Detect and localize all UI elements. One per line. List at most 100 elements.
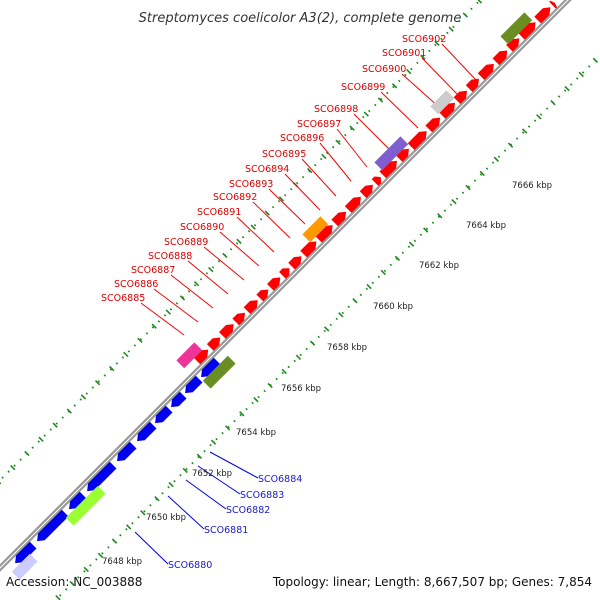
label-leader (401, 73, 441, 109)
gene-label-top[interactable]: SCO6889 (164, 237, 208, 248)
gene-label-top[interactable]: SCO6888 (148, 251, 192, 262)
guide-tick (239, 411, 245, 417)
gene-label-top[interactable]: SCO6895 (262, 149, 306, 160)
reverse-gene-arrow[interactable] (117, 441, 137, 462)
gene-label-bottom[interactable]: SCO6883 (240, 490, 284, 501)
lavender-feature[interactable] (11, 553, 38, 580)
gene-label-top[interactable]: SCO6902 (402, 34, 446, 45)
gene-label-top[interactable]: SCO6887 (131, 265, 175, 276)
guide-tick (278, 196, 285, 202)
forward-gene-arrow[interactable] (379, 160, 398, 179)
guide-tick (462, 12, 468, 18)
guide-tick (179, 295, 186, 301)
forward-gene-arrow[interactable] (243, 300, 258, 314)
gene-label-top[interactable]: SCO6894 (245, 164, 289, 175)
forward-gene-arrow[interactable] (267, 277, 281, 291)
forward-gene-arrow[interactable] (206, 337, 221, 351)
guide-tick (264, 210, 270, 216)
guide-tick (335, 139, 341, 146)
label-leader (185, 479, 227, 510)
reverse-gene-arrow[interactable] (137, 421, 157, 442)
gene-label-top[interactable]: SCO6892 (213, 192, 257, 203)
forward-gene-arrow[interactable] (279, 268, 290, 279)
guide-tick (363, 111, 369, 117)
forward-gene-arrow[interactable] (193, 349, 209, 365)
guide-tick (66, 408, 72, 414)
orange-feature[interactable] (302, 216, 329, 243)
genome-axis (0, 0, 572, 572)
gene-label-top[interactable]: SCO6901 (382, 48, 426, 59)
gene-label-top[interactable]: SCO6885 (101, 293, 145, 304)
reverse-gene-arrow[interactable] (15, 541, 37, 564)
forward-gene-arrow[interactable] (549, 0, 558, 9)
olive-feature-bottom[interactable] (202, 355, 236, 389)
label-leader (153, 288, 199, 323)
forward-gene-arrow[interactable] (315, 225, 333, 243)
guide-tick (536, 114, 542, 120)
gene-label-bottom[interactable]: SCO6882 (226, 505, 270, 516)
forward-gene-arrow[interactable] (534, 7, 551, 24)
purple-feature[interactable] (374, 136, 409, 171)
forward-gene-arrow[interactable] (359, 184, 373, 199)
gene-label-top[interactable]: SCO6890 (180, 222, 224, 233)
forward-gene-arrow[interactable] (232, 312, 245, 326)
guide-tick (208, 266, 214, 273)
forward-gene-arrow[interactable] (438, 102, 455, 119)
forward-gene-arrow[interactable] (518, 22, 536, 40)
label-leader (197, 465, 241, 495)
guide-tick (406, 68, 412, 75)
forward-gene-arrow[interactable] (453, 90, 467, 104)
reverse-gene-arrow[interactable] (69, 491, 87, 510)
guide-tick (52, 422, 58, 428)
gene-label-top[interactable]: SCO6900 (362, 64, 406, 75)
label-leader (441, 43, 477, 81)
guide-tick (564, 85, 570, 92)
reverse-gene-arrow[interactable] (185, 375, 203, 394)
forward-gene-arrow[interactable] (219, 324, 234, 339)
reverse-gene-arrow[interactable] (171, 391, 187, 408)
label-leader (421, 57, 459, 96)
forward-gene-arrow[interactable] (300, 241, 317, 258)
forward-gene-arrow[interactable] (288, 256, 302, 270)
reverse-gene-arrow[interactable] (201, 357, 221, 378)
label-leader (219, 231, 260, 267)
forward-gene-arrow[interactable] (425, 117, 441, 133)
guide-tick (140, 510, 146, 516)
gene-label-top[interactable]: SCO6891 (197, 207, 241, 218)
guide-tick (391, 83, 398, 89)
forward-gene-arrow[interactable] (331, 211, 347, 227)
label-leader (380, 91, 419, 129)
tick-label: 7650 kbp (146, 513, 186, 523)
forward-gene-arrow[interactable] (492, 50, 508, 66)
gene-label-top[interactable]: SCO6899 (341, 82, 385, 93)
gene-label-bottom[interactable]: SCO6880 (168, 560, 212, 571)
gene-label-top[interactable]: SCO6898 (314, 104, 358, 115)
olive-feature-top[interactable] (500, 12, 533, 45)
forward-gene-arrow[interactable] (407, 131, 427, 150)
gene-labels: SCO6885 SCO6886 SCO6887 SCO6888 SCO6889 SCO68… (101, 34, 446, 571)
forward-gene-arrow[interactable] (256, 289, 269, 302)
lime-feature[interactable] (65, 485, 106, 526)
reverse-gene-arrow[interactable] (37, 509, 69, 542)
forward-gene-arrow[interactable] (344, 196, 361, 213)
magenta-feature[interactable] (176, 342, 203, 369)
guide-tick (137, 337, 143, 343)
gene-label-top[interactable]: SCO6896 (280, 133, 324, 144)
gene-label-top[interactable]: SCO6897 (297, 119, 341, 130)
forward-gene-arrow[interactable] (477, 63, 494, 80)
forward-gene-arrow[interactable] (465, 78, 479, 92)
reverse-gene-arrow[interactable] (155, 405, 173, 424)
reverse-gene-arrow[interactable] (87, 461, 117, 492)
gray-feature[interactable] (430, 90, 455, 115)
label-leader (336, 128, 368, 168)
forward-gene-arrow[interactable] (371, 176, 382, 187)
guide-tick (210, 439, 217, 445)
gene-label-top[interactable]: SCO6886 (114, 279, 158, 290)
guide-tick (168, 481, 174, 488)
guide-tick (225, 425, 231, 431)
gene-label-top[interactable]: SCO6893 (229, 179, 273, 190)
guide-tick (366, 283, 372, 290)
guide-tick (222, 252, 228, 259)
gene-label-bottom[interactable]: SCO6884 (258, 474, 302, 485)
gene-label-bottom[interactable]: SCO6881 (204, 525, 248, 536)
